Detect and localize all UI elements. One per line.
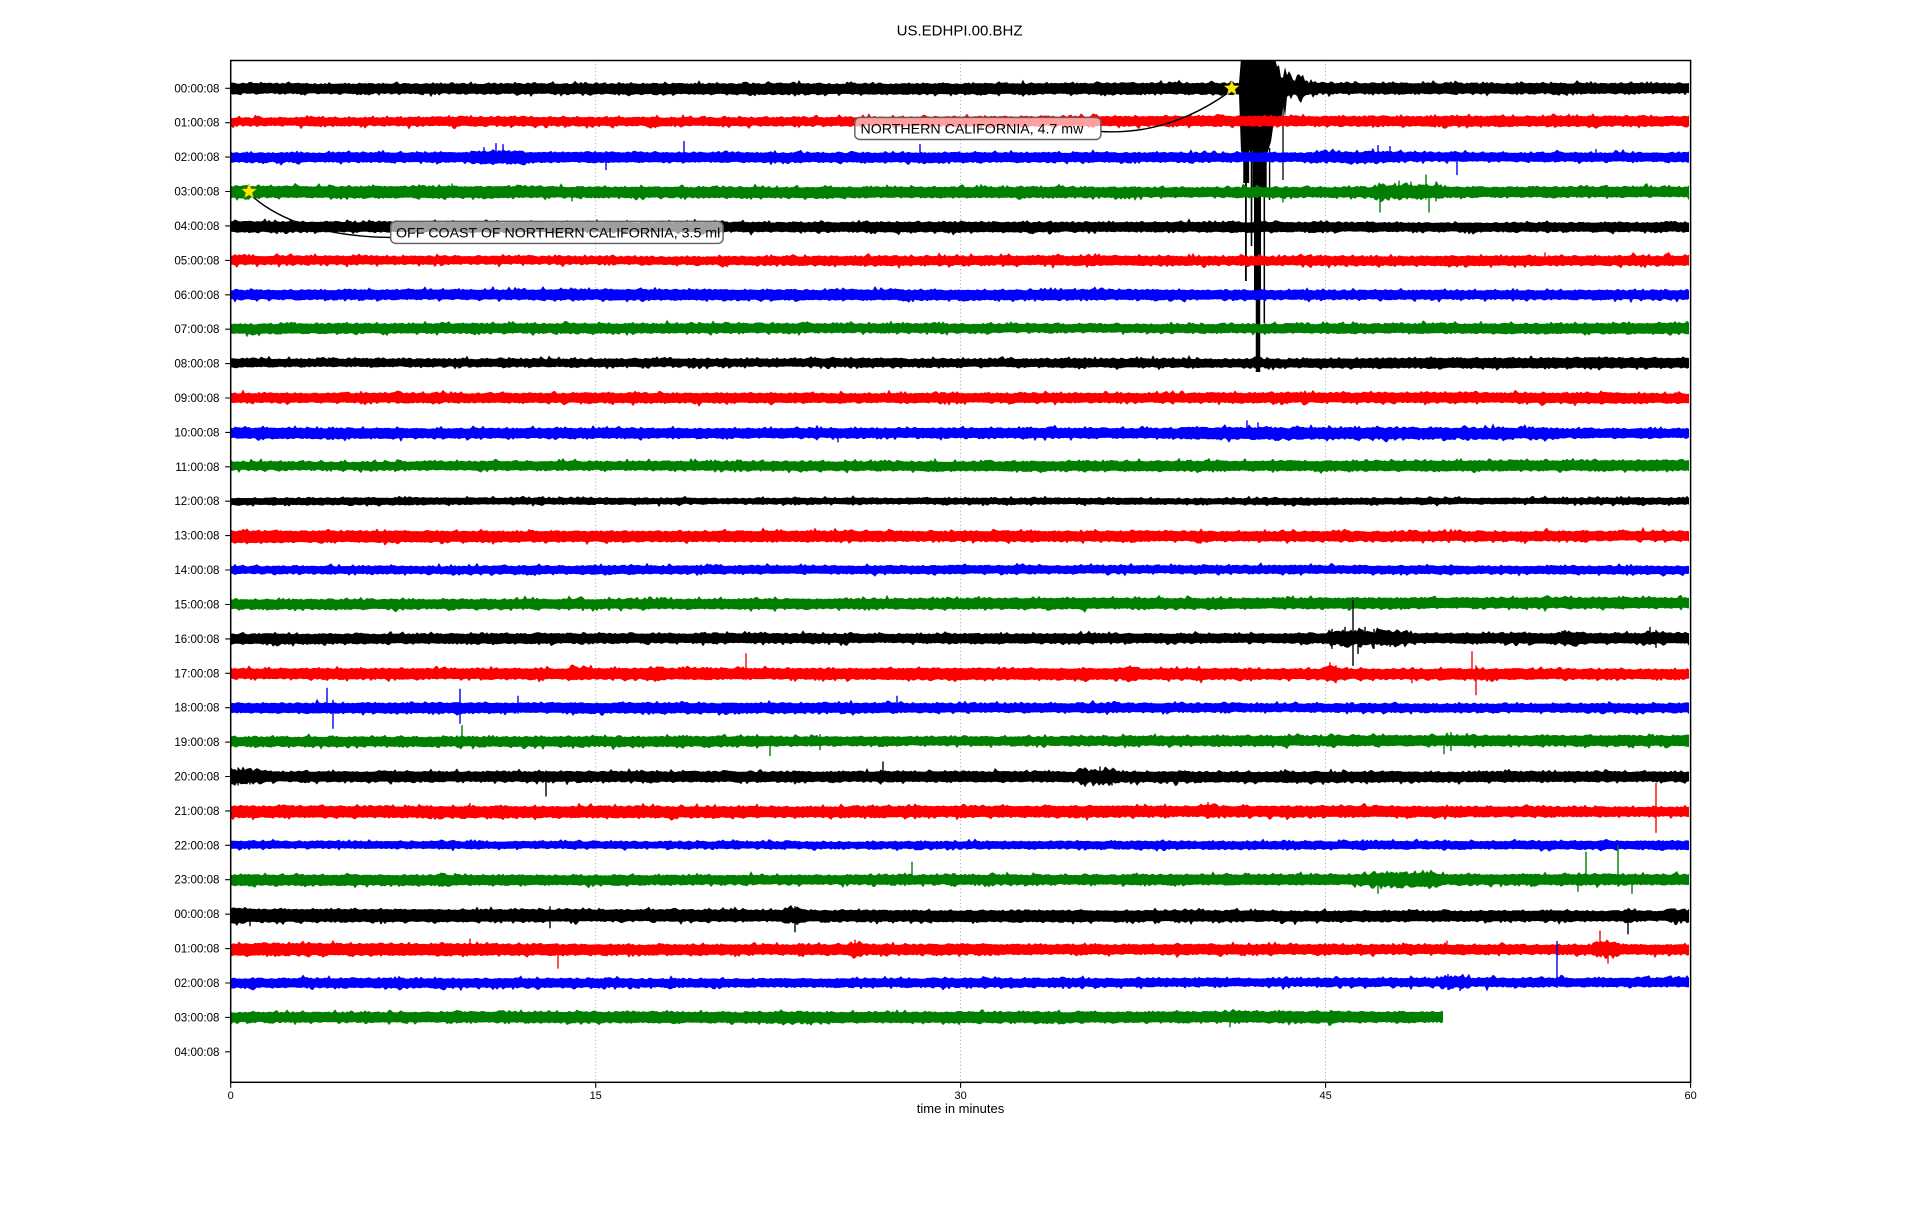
svg-text:10:00:08: 10:00:08: [174, 426, 219, 439]
svg-text:60: 60: [1684, 1090, 1696, 1102]
svg-text:US.EDHPI.00.BHZ: US.EDHPI.00.BHZ: [897, 23, 1023, 40]
svg-text:00:00:08: 00:00:08: [174, 908, 219, 921]
svg-text:18:00:08: 18:00:08: [174, 702, 219, 715]
svg-text:30: 30: [954, 1090, 966, 1102]
svg-text:12:00:08: 12:00:08: [174, 495, 219, 508]
svg-text:16:00:08: 16:00:08: [174, 633, 219, 646]
svg-text:04:00:08: 04:00:08: [174, 220, 219, 233]
svg-text:21:00:08: 21:00:08: [174, 805, 219, 818]
svg-text:14:00:08: 14:00:08: [174, 564, 219, 577]
svg-text:01:00:08: 01:00:08: [174, 117, 219, 130]
svg-text:20:00:08: 20:00:08: [174, 771, 219, 784]
svg-text:45: 45: [1319, 1090, 1331, 1102]
svg-text:06:00:08: 06:00:08: [174, 289, 219, 302]
svg-text:22:00:08: 22:00:08: [174, 839, 219, 852]
svg-text:00:00:08: 00:00:08: [174, 82, 219, 95]
svg-text:07:00:08: 07:00:08: [174, 323, 219, 336]
svg-text:03:00:08: 03:00:08: [174, 1011, 219, 1024]
svg-text:13:00:08: 13:00:08: [174, 530, 219, 543]
svg-text:NORTHERN CALIFORNIA, 4.7 mw: NORTHERN CALIFORNIA, 4.7 mw: [861, 122, 1085, 138]
svg-text:08:00:08: 08:00:08: [174, 358, 219, 371]
svg-text:OFF COAST OF NORTHERN CALIFORN: OFF COAST OF NORTHERN CALIFORNIA, 3.5 ml: [396, 226, 720, 242]
svg-text:02:00:08: 02:00:08: [174, 977, 219, 990]
svg-text:01:00:08: 01:00:08: [174, 943, 219, 956]
svg-text:05:00:08: 05:00:08: [174, 254, 219, 267]
svg-text:09:00:08: 09:00:08: [174, 392, 219, 405]
svg-text:19:00:08: 19:00:08: [174, 736, 219, 749]
svg-text:11:00:08: 11:00:08: [175, 461, 219, 474]
svg-text:04:00:08: 04:00:08: [174, 1046, 219, 1059]
svg-text:15:00:08: 15:00:08: [174, 599, 219, 612]
svg-text:02:00:08: 02:00:08: [174, 151, 219, 164]
svg-text:15: 15: [590, 1090, 602, 1102]
svg-text:23:00:08: 23:00:08: [174, 874, 219, 887]
svg-text:time in minutes: time in minutes: [917, 1101, 1005, 1116]
svg-text:0: 0: [228, 1090, 234, 1102]
svg-text:03:00:08: 03:00:08: [174, 186, 219, 199]
svg-text:17:00:08: 17:00:08: [174, 667, 219, 680]
